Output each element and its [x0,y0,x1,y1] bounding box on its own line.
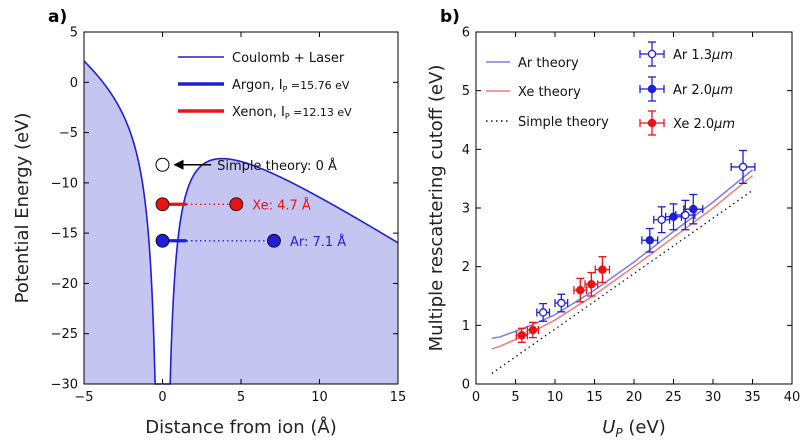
xe-2-0-m-point [517,331,527,340]
potential-area-fill [84,60,398,385]
xenon-marker-start [155,197,170,212]
x-tick-label: 20 [626,390,643,405]
y-tick-label: 4 [462,143,470,158]
x-axis-label: Distance from ion (Å) [145,416,337,438]
panel-label-b: b) [440,7,460,27]
simple-theory-arrow-head [173,159,184,170]
x-tick-label: 5 [237,390,245,405]
panel-b: 0 5 10 15 20 25 30 35 40 0 1 2 3 4 5 6 UP (eV) Multiple r… [426,7,800,440]
legend-label-2: Xenon, IP =12.13 eV [232,105,352,121]
x-tick-label: 10 [547,390,564,405]
legend-b-marker-label-2: Xe 2.0μm [673,117,735,132]
legend-label-1: Argon, IP =15.76 eV [232,78,350,94]
y-tick-label: −25 [51,327,78,342]
x-tick-label: 40 [784,390,801,405]
y-tick-label: −20 [51,277,78,292]
y-tick-label: 2 [462,260,470,275]
y-axis-label-b: Multiple rescattering cutoff (eV) [426,65,447,352]
ar-2-0-m-point [645,236,655,245]
xe-2-0-m-point [598,265,607,274]
y-tick-label: 5 [70,26,78,41]
xe-2-0-m-point [576,285,585,295]
ar-1-3-m-point [557,298,566,308]
legend-b-marker-1 [647,84,657,94]
x-tick-label: 15 [586,390,603,405]
x-tick-label: 25 [665,390,682,405]
legend-b-label-2: Simple theory [518,115,609,130]
legend-b-label-1: Xe theory [518,85,581,100]
xenon-marker-exit [229,197,244,212]
y-tick-label: −15 [51,227,78,242]
legend-b-marker-label-1: Ar 2.0μm [673,83,733,98]
argon-annotation: Ar: 7.1 Å [290,234,346,250]
xenon-annotation: Xe: 4.7 Å [252,197,311,213]
ar-2-0-m-point [689,204,698,214]
potential-curve-left [83,60,162,385]
ar-2-0-m-point [669,212,678,222]
x-tick-label: −5 [74,390,93,405]
simple-theory-marker [155,157,170,172]
theory-line-simple-theory [491,189,753,374]
ar-1-3-m-point [538,308,548,317]
xe-2-0-m-point [587,280,596,289]
x-tick-label: 0 [158,390,166,405]
theory-line-ar-theory [491,169,753,339]
argon-marker-start [155,233,170,248]
ar-1-3-m-point [738,162,748,172]
simple-theory-annotation: Simple theory: 0 Å [217,158,337,174]
x-tick-label: 0 [472,390,480,405]
argon-marker-exit [267,233,281,248]
legend-b-marker-0 [647,49,657,59]
ar-1-3-m-point [657,215,666,224]
y-tick-label: −30 [51,378,78,393]
y-tick-label: 6 [462,26,470,41]
x-tick-label: 5 [511,390,519,405]
legend-b-marker-label-0: Ar 1.3μm [673,48,733,63]
y-tick-label: 1 [462,319,470,334]
legend-b-label-0: Ar theory [518,56,579,71]
y-tick-label: 3 [462,202,470,217]
x-axis-label-b: UP (eV) [602,417,666,440]
theory-line-xe-theory [491,175,753,350]
x-tick-label: 10 [311,390,328,405]
legend-b-marker-2 [647,118,657,128]
legend-label-0: Coulomb + Laser [232,51,345,66]
y-tick-label: −5 [59,126,78,141]
x-tick-label: 30 [705,390,722,405]
panel-label-a: a) [48,7,67,27]
ar-1-3-m-point [681,210,690,220]
x-tick-label: 35 [744,390,761,405]
x-tick-label: 15 [390,390,407,405]
xe-2-0-m-point [528,325,538,335]
y-tick-label: 0 [462,378,470,393]
panel-a: −5 0 5 10 15 5 0 −5 −10 −15 −20 −25 −30 Distance from… [12,7,406,438]
y-axis-label: Potential Energy (eV) [12,113,33,304]
y-tick-label: 0 [70,76,78,91]
y-tick-label: −10 [51,176,78,191]
y-tick-label: 5 [462,84,470,99]
